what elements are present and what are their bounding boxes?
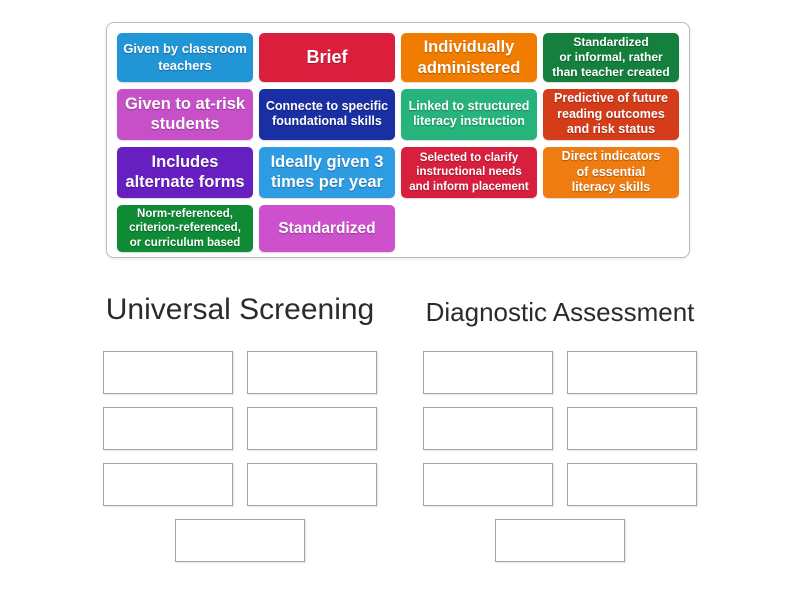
tray-tile[interactable]: Individually administered (401, 33, 537, 82)
group-slots-universal-screening (103, 351, 377, 562)
tray-tile[interactable]: Predictive of future reading outcomes an… (543, 89, 679, 140)
drop-slot[interactable] (247, 351, 377, 394)
tile-tray: Given by classroom teachers Brief Individu… (106, 22, 690, 258)
drop-slot[interactable] (567, 463, 697, 506)
tray-tile[interactable]: Includes alternate forms (117, 146, 253, 198)
drop-slot[interactable] (423, 407, 553, 450)
tray-tile[interactable]: Brief (259, 33, 395, 82)
tray-tile[interactable]: Selected to clarify instructional needs … (401, 146, 537, 198)
drop-slot[interactable] (103, 463, 233, 506)
drop-slot[interactable] (567, 407, 697, 450)
drop-slot[interactable] (103, 351, 233, 394)
drop-slot[interactable] (423, 351, 553, 394)
group-title-universal-screening: Universal Screening (105, 293, 375, 326)
tray-tile[interactable]: Standardized (259, 204, 395, 252)
drop-slot[interactable] (247, 407, 377, 450)
drop-slot[interactable] (103, 407, 233, 450)
tray-tile[interactable]: Standardized or informal, rather than te… (543, 33, 679, 82)
tray-tile[interactable]: Given by classroom teachers (117, 33, 253, 82)
drop-slot[interactable] (247, 463, 377, 506)
drop-slot[interactable] (175, 519, 305, 562)
tray-tile[interactable]: Given to at-risk students (117, 89, 253, 140)
drop-slot[interactable] (423, 463, 553, 506)
tray-tile[interactable]: Norm-referenced, criterion-referenced, o… (117, 204, 253, 252)
drop-slot[interactable] (495, 519, 625, 562)
drop-slot[interactable] (567, 351, 697, 394)
group-slots-diagnostic-assessment (423, 351, 697, 562)
tray-tile[interactable]: Ideally given 3 times per year (259, 146, 395, 198)
group-title-diagnostic-assessment: Diagnostic Assessment (425, 297, 695, 327)
tray-tile[interactable]: Direct indicators of essential literacy … (543, 146, 679, 198)
tray-tile[interactable]: Linked to structured literacy instructio… (401, 89, 537, 140)
tray-tile[interactable]: Connecte to specific foundational skills (259, 89, 395, 140)
